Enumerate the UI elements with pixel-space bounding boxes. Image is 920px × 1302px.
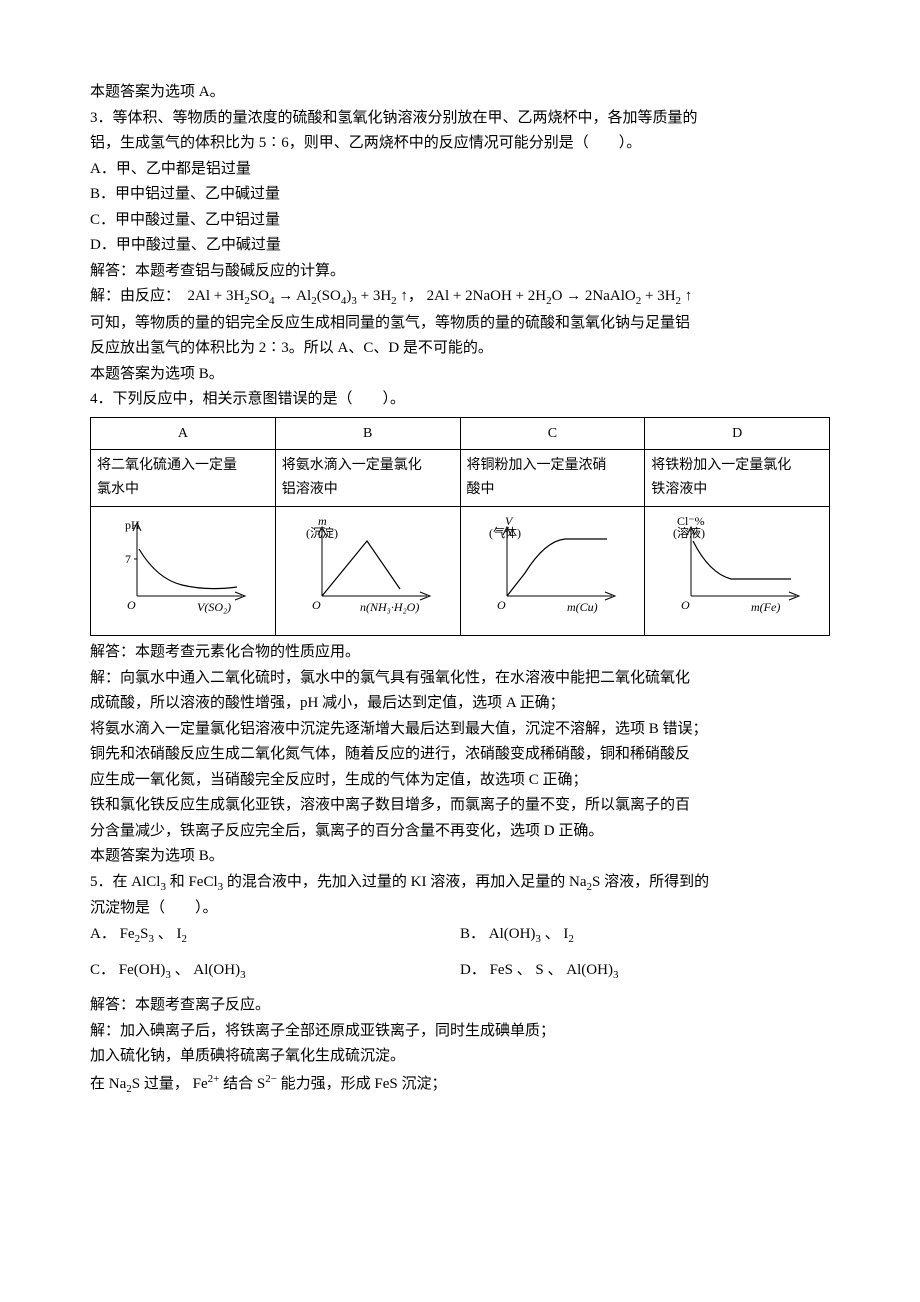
q4-p1b: 成硫酸，所以溶液的酸性增强，pH 减小，最后达到定值，选项 A 正确； xyxy=(90,691,830,717)
xlabel: V(SO₂) xyxy=(197,600,231,614)
q3-final: 本题答案为选项 B。 xyxy=(90,362,830,388)
q3-equation: 2Al + 3H2SO4 → Al2(SO4)3 + 3H2 ↑， 2Al + … xyxy=(184,288,693,304)
q5-suffix: 溶液，所得到的 xyxy=(604,874,709,890)
desc-b-l1: 将氨水滴入一定量氯化 xyxy=(282,458,422,473)
q5-p3-mid: 过量， xyxy=(144,1076,189,1092)
q4-stem: 4．下列反应中，相关示意图错误的是（ ）。 xyxy=(90,387,830,413)
q5-stem-l2: 沉淀物是（ ）。 xyxy=(90,896,830,922)
q3-solution-eq: 解：由反应： 2Al + 3H2SO4 → Al2(SO4)3 + 3H2 ↑，… xyxy=(90,284,830,311)
desc-d: 将铁粉加入一定量氯化铁溶液中 xyxy=(645,450,830,507)
q5-p3-prefix: 在 xyxy=(90,1076,105,1092)
q3-option-a: A．甲、乙中都是铝过量 xyxy=(90,157,830,183)
q4-p1a: 解：向氯水中通入二氧化硫时，氯水中的氯气具有强氧化性，在水溶液中能把二氧化硫氧化 xyxy=(90,666,830,692)
desc-c-l1: 将铜粉加入一定量浓硝 xyxy=(467,458,607,473)
q5-p3: 在 Na2S 过量， Fe2+ 结合 S2− 能力强，形成 FeS 沉淀； xyxy=(90,1070,830,1099)
opt-d-formula: FeS 、 S 、 Al(OH)3 xyxy=(490,962,619,978)
q5-option-c: C． Fe(OH)3 、 Al(OH)3 xyxy=(90,958,460,985)
desc-c-l2: 酸中 xyxy=(467,482,495,497)
desc-c: 将铜粉加入一定量浓硝酸中 xyxy=(460,450,645,507)
table-row: 将二氧化硫通入一定量氯水中 将氨水滴入一定量氯化铝溶液中 将铜粉加入一定量浓硝酸… xyxy=(91,450,830,507)
opt-c-formula: Fe(OH)3 、 Al(OH)3 xyxy=(119,962,246,978)
q4-table: A B C D 将二氧化硫通入一定量氯水中 将氨水滴入一定量氯化铝溶液中 将铜粉… xyxy=(90,417,830,636)
q4-p4b: 分含量减少，铁离子反应完全后，氯离子的百分含量不再变化，选项 D 正确。 xyxy=(90,819,830,845)
q4-p3a: 铜先和浓硝酸反应生成二氧化氮气体，随着反应的进行，浓硝酸变成稀硝酸，铜和稀硝酸反 xyxy=(90,742,830,768)
col-b-header: B xyxy=(275,417,460,450)
xlabel: m(Fe) xyxy=(751,600,780,614)
desc-b: 将氨水滴入一定量氯化铝溶液中 xyxy=(275,450,460,507)
q5-p3-f2: Fe2+ xyxy=(193,1076,223,1092)
col-a-header: A xyxy=(91,417,276,450)
q3-stem-l1: 3．等体积、等物质的量浓度的硫酸和氢氧化钠溶液分别放在甲、乙两烧杯中，各加等质量… xyxy=(90,106,830,132)
answer-line: 本题答案为选项 A。 xyxy=(90,80,830,106)
desc-a-l1: 将二氧化硫通入一定量 xyxy=(97,458,237,473)
q4-final: 本题答案为选项 B。 xyxy=(90,844,830,870)
q5-mid: 的混合液中，先加入过量的 KI 溶液，再加入足量的 xyxy=(227,874,565,890)
q4-p4a: 铁和氯化铁反应生成氯化亚铁，溶液中离子数目增多，而氯离子的量不变，所以氯离子的百 xyxy=(90,793,830,819)
origin: O xyxy=(497,598,506,612)
desc-a: 将二氧化硫通入一定量氯水中 xyxy=(91,450,276,507)
ytick: 7 xyxy=(125,552,131,566)
opt-a-formula: Fe2S3 、 I2 xyxy=(120,926,187,942)
q5-answer-label: 解答：本题考查离子反应。 xyxy=(90,993,830,1019)
ylabel2: (溶液) xyxy=(673,525,705,540)
q4-answer-label: 解答：本题考查元素化合物的性质应用。 xyxy=(90,640,830,666)
q5-p3-f1: Na2S xyxy=(109,1076,144,1092)
ylabel2: (气体) xyxy=(489,525,521,540)
opt-a-label: A． xyxy=(90,926,116,942)
q3-expl-l2: 反应放出氢气的体积比为 2∶3。所以 A、C、D 是不可能的。 xyxy=(90,336,830,362)
diagram-b: m (沉淀) O n(NH₃·H₂O) xyxy=(275,507,460,636)
q3-option-c: C．甲中酸过量、乙中铝过量 xyxy=(90,208,830,234)
opt-b-formula: Al(OH)3 、 I2 xyxy=(489,926,574,942)
origin: O xyxy=(681,598,690,612)
q5-option-a: A． Fe2S3 、 I2 xyxy=(90,922,460,949)
diagram-c: V (气体) O m(Cu) xyxy=(460,507,645,636)
q5-p3-mid2: 结合 xyxy=(223,1076,253,1092)
q5-formula-2: Na2S xyxy=(569,874,604,890)
desc-a-l2: 氯水中 xyxy=(97,482,139,497)
desc-b-l2: 铝溶液中 xyxy=(282,482,338,497)
opt-b-label: B． xyxy=(460,926,485,942)
q5-stem-l1: 5．在 AlCl3 和 FeCl3 的混合液中，先加入过量的 KI 溶液，再加入… xyxy=(90,870,830,897)
diagram-d: Cl⁻% (溶液) O m(Fe) xyxy=(645,507,830,636)
q5-p3-f3: S2− xyxy=(257,1076,281,1092)
q3-answer-label: 解答：本题考查铝与酸碱反应的计算。 xyxy=(90,259,830,285)
q3-expl-l1: 可知，等物质的量的铝完全反应生成相同量的氢气，等物质的量的硫酸和氢氧化钠与足量铝 xyxy=(90,311,830,337)
desc-d-l2: 铁溶液中 xyxy=(651,482,707,497)
q3-option-d: D．甲中酸过量、乙中碱过量 xyxy=(90,233,830,259)
sol-prefix: 解：由反应： xyxy=(90,288,180,304)
table-row: pH 7 O V(SO₂) m (沉淀) O xyxy=(91,507,830,636)
xlabel: n(NH₃·H₂O) xyxy=(360,600,419,614)
q5-options-row1: A． Fe2S3 、 I2 B． Al(OH)3 、 I2 xyxy=(90,922,830,949)
q3-option-b: B．甲中铝过量、乙中碱过量 xyxy=(90,182,830,208)
opt-c-label: C． xyxy=(90,962,115,978)
q5-p2: 加入硫化钠，单质碘将硫离子氧化生成硫沉淀。 xyxy=(90,1044,830,1070)
q5-option-d: D． FeS 、 S 、 Al(OH)3 xyxy=(460,958,830,985)
diagram-a: pH 7 O V(SO₂) xyxy=(91,507,276,636)
q3-stem-l2: 铝，生成氢气的体积比为 5∶6，则甲、乙两烧杯中的反应情况可能分别是（ ）。 xyxy=(90,131,830,157)
q5-p1: 解：加入碘离子后，将铁离子全部还原成亚铁离子，同时生成碘单质； xyxy=(90,1019,830,1045)
q5-options-row2: C． Fe(OH)3 、 Al(OH)3 D． FeS 、 S 、 Al(OH)… xyxy=(90,958,830,985)
q4-p2: 将氨水滴入一定量氯化铝溶液中沉淀先逐渐增大最后达到最大值，沉淀不溶解，选项 B … xyxy=(90,717,830,743)
desc-d-l1: 将铁粉加入一定量氯化 xyxy=(651,458,791,473)
q5-prefix: 5．在 xyxy=(90,874,128,890)
q5-p3-suffix: 能力强，形成 FeS 沉淀； xyxy=(281,1076,447,1092)
opt-d-label: D． xyxy=(460,962,486,978)
origin: O xyxy=(127,598,136,612)
q5-option-b: B． Al(OH)3 、 I2 xyxy=(460,922,830,949)
table-row: A B C D xyxy=(91,417,830,450)
q4-p3b: 应生成一氧化氮，当硝酸完全反应时，生成的气体为定值，故选项 C 正确； xyxy=(90,768,830,794)
q5-formula-1: AlCl3 和 FeCl3 xyxy=(131,874,227,890)
xlabel: m(Cu) xyxy=(567,600,598,614)
col-d-header: D xyxy=(645,417,830,450)
col-c-header: C xyxy=(460,417,645,450)
origin: O xyxy=(312,598,321,612)
